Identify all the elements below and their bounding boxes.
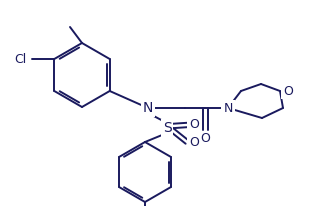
Text: N: N (143, 101, 153, 115)
Text: N: N (223, 102, 233, 115)
Text: Cl: Cl (14, 53, 26, 66)
Text: O: O (283, 84, 293, 97)
Text: S: S (163, 121, 171, 135)
Text: O: O (200, 132, 210, 145)
Text: O: O (189, 136, 199, 149)
Text: O: O (189, 118, 199, 131)
